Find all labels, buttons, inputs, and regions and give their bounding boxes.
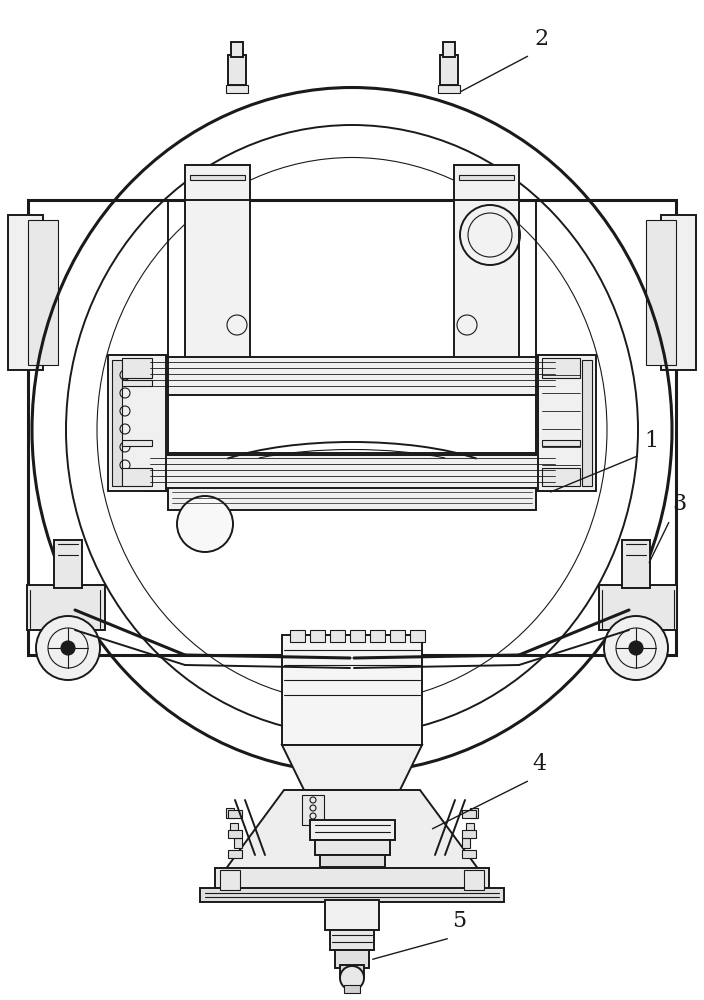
- Bar: [231, 42, 243, 57]
- Circle shape: [340, 966, 364, 990]
- Bar: [440, 55, 458, 85]
- Bar: [228, 55, 246, 85]
- Bar: [122, 358, 152, 378]
- Circle shape: [604, 616, 668, 680]
- Bar: [168, 200, 536, 455]
- Bar: [185, 165, 250, 380]
- Bar: [310, 630, 325, 642]
- Bar: [438, 85, 460, 93]
- Bar: [234, 838, 242, 848]
- Bar: [340, 965, 364, 977]
- Bar: [325, 900, 379, 930]
- Bar: [330, 630, 345, 642]
- Circle shape: [177, 496, 233, 552]
- Text: 4: 4: [532, 753, 546, 775]
- Polygon shape: [225, 790, 479, 870]
- Bar: [215, 868, 489, 890]
- Bar: [190, 175, 245, 180]
- Bar: [28, 220, 58, 365]
- Bar: [145, 357, 559, 395]
- Bar: [464, 870, 484, 890]
- Bar: [228, 810, 242, 818]
- Bar: [290, 630, 305, 642]
- Bar: [54, 540, 82, 588]
- Polygon shape: [282, 745, 422, 790]
- Bar: [454, 165, 519, 380]
- Bar: [462, 830, 476, 838]
- Bar: [330, 930, 374, 950]
- Circle shape: [36, 616, 100, 680]
- Circle shape: [629, 641, 643, 655]
- Text: 2: 2: [534, 28, 548, 50]
- Bar: [443, 42, 455, 57]
- Bar: [122, 380, 152, 386]
- Bar: [390, 630, 405, 642]
- Bar: [622, 540, 650, 588]
- Bar: [459, 175, 514, 180]
- Bar: [200, 888, 504, 902]
- Bar: [542, 440, 580, 446]
- Bar: [168, 488, 536, 510]
- Bar: [226, 85, 248, 93]
- Bar: [370, 630, 385, 642]
- Bar: [538, 355, 596, 491]
- Bar: [315, 840, 390, 855]
- Bar: [122, 468, 152, 486]
- Bar: [320, 855, 385, 867]
- Bar: [108, 355, 166, 491]
- Bar: [122, 440, 152, 446]
- Text: 1: 1: [644, 430, 658, 452]
- Bar: [112, 360, 122, 486]
- Bar: [462, 810, 476, 818]
- Bar: [228, 830, 242, 838]
- Bar: [344, 985, 360, 993]
- Circle shape: [61, 641, 75, 655]
- Bar: [27, 585, 105, 630]
- Bar: [226, 808, 234, 818]
- Bar: [599, 585, 677, 630]
- Bar: [646, 220, 676, 365]
- Bar: [335, 950, 369, 968]
- Bar: [28, 200, 676, 655]
- Bar: [230, 823, 238, 833]
- Text: 5: 5: [452, 910, 466, 932]
- Bar: [462, 838, 470, 848]
- Text: 3: 3: [672, 493, 686, 515]
- Bar: [350, 630, 365, 642]
- Bar: [661, 215, 696, 370]
- Bar: [228, 850, 242, 858]
- Bar: [8, 215, 43, 370]
- Bar: [302, 795, 324, 825]
- Bar: [542, 358, 580, 378]
- Bar: [310, 820, 395, 840]
- Bar: [220, 870, 240, 890]
- Bar: [282, 635, 422, 745]
- Bar: [582, 360, 592, 486]
- Bar: [410, 630, 425, 642]
- Bar: [145, 453, 559, 491]
- Bar: [462, 850, 476, 858]
- Bar: [542, 468, 580, 486]
- Bar: [466, 823, 474, 833]
- Bar: [470, 808, 478, 818]
